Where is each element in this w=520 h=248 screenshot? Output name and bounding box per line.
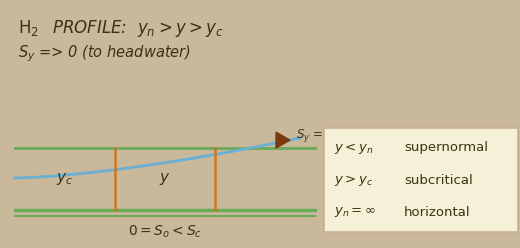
FancyBboxPatch shape [324, 128, 518, 232]
Text: $0 = S_o < S_c$: $0 = S_o < S_c$ [128, 224, 202, 240]
Text: horizontal: horizontal [404, 206, 471, 218]
Text: $y > y_c$: $y > y_c$ [334, 173, 373, 187]
Text: $S_y$ => $-\infty$ (to abrupt slope break): $S_y$ => $-\infty$ (to abrupt slope brea… [296, 127, 496, 145]
Text: $S_y$ => 0 (to headwater): $S_y$ => 0 (to headwater) [18, 43, 191, 63]
Text: $y_c$: $y_c$ [57, 171, 73, 187]
Polygon shape [276, 132, 290, 148]
Text: supernormal: supernormal [404, 142, 488, 155]
Text: $y_n = \infty$: $y_n = \infty$ [334, 205, 376, 219]
Text: $y < y_n$: $y < y_n$ [334, 141, 373, 155]
Text: PROFILE:  $y_n > y > y_c$: PROFILE: $y_n > y > y_c$ [52, 18, 224, 39]
Text: $y$: $y$ [159, 171, 171, 187]
Text: subcritical: subcritical [404, 174, 473, 186]
Text: H$_2$: H$_2$ [18, 18, 39, 38]
